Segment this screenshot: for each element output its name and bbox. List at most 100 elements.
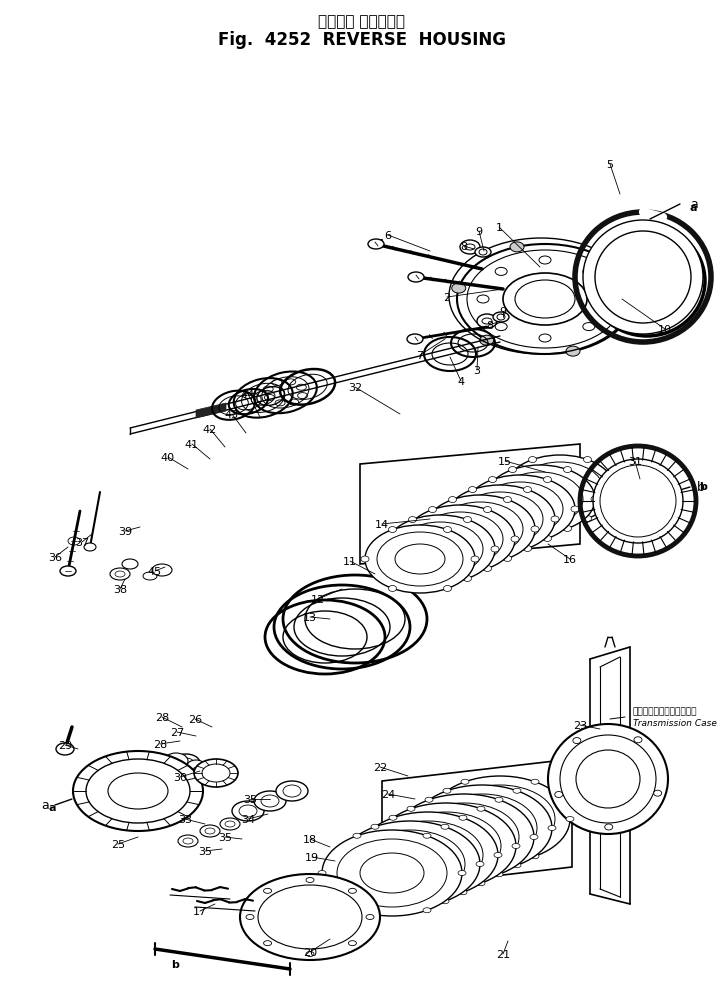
Ellipse shape xyxy=(584,457,592,463)
Ellipse shape xyxy=(477,881,485,886)
Ellipse shape xyxy=(220,818,240,830)
Ellipse shape xyxy=(428,566,436,572)
Text: 30: 30 xyxy=(173,772,187,782)
Ellipse shape xyxy=(318,871,326,876)
Ellipse shape xyxy=(84,544,96,552)
Ellipse shape xyxy=(371,824,379,829)
Ellipse shape xyxy=(634,737,642,743)
Ellipse shape xyxy=(178,835,198,848)
Text: 39: 39 xyxy=(118,527,132,537)
Ellipse shape xyxy=(523,546,531,552)
Text: 26: 26 xyxy=(188,714,202,724)
Ellipse shape xyxy=(306,878,314,883)
Text: b: b xyxy=(171,959,179,969)
Ellipse shape xyxy=(408,825,416,830)
Ellipse shape xyxy=(340,821,480,907)
Ellipse shape xyxy=(584,516,592,522)
Ellipse shape xyxy=(430,776,570,863)
Ellipse shape xyxy=(336,862,344,867)
Text: 8: 8 xyxy=(460,242,468,252)
Ellipse shape xyxy=(412,785,552,872)
Ellipse shape xyxy=(458,871,466,876)
Ellipse shape xyxy=(494,853,502,858)
Ellipse shape xyxy=(264,941,272,946)
Ellipse shape xyxy=(175,776,191,786)
Ellipse shape xyxy=(441,517,449,523)
Ellipse shape xyxy=(276,781,308,801)
Ellipse shape xyxy=(484,508,492,514)
Text: 18: 18 xyxy=(303,834,317,845)
Ellipse shape xyxy=(551,517,559,523)
Text: 10: 10 xyxy=(658,325,672,335)
Text: 19: 19 xyxy=(305,853,319,863)
Ellipse shape xyxy=(495,797,503,802)
Ellipse shape xyxy=(361,557,369,563)
Ellipse shape xyxy=(56,743,74,755)
Ellipse shape xyxy=(508,526,516,532)
Text: 後　　進 ハウジング: 後 進 ハウジング xyxy=(318,14,405,29)
Ellipse shape xyxy=(611,486,619,492)
Ellipse shape xyxy=(465,475,575,544)
Ellipse shape xyxy=(390,834,398,840)
Polygon shape xyxy=(196,403,226,418)
Ellipse shape xyxy=(365,526,475,594)
Ellipse shape xyxy=(366,915,374,920)
Text: 29: 29 xyxy=(58,740,72,750)
Ellipse shape xyxy=(485,465,595,534)
Ellipse shape xyxy=(358,812,498,898)
Ellipse shape xyxy=(475,248,491,258)
Text: 5: 5 xyxy=(607,159,613,170)
Ellipse shape xyxy=(477,315,497,329)
Ellipse shape xyxy=(353,908,361,913)
Text: b: b xyxy=(699,481,707,491)
Ellipse shape xyxy=(513,788,521,793)
Ellipse shape xyxy=(449,556,457,562)
Text: 45: 45 xyxy=(148,567,162,577)
Ellipse shape xyxy=(425,797,433,802)
Ellipse shape xyxy=(372,844,380,849)
Ellipse shape xyxy=(461,779,469,784)
Ellipse shape xyxy=(423,833,431,839)
Ellipse shape xyxy=(531,854,539,859)
Text: a: a xyxy=(41,798,49,811)
Ellipse shape xyxy=(459,815,467,820)
Ellipse shape xyxy=(232,801,264,821)
Text: 8: 8 xyxy=(486,321,494,331)
Ellipse shape xyxy=(407,806,415,811)
Text: 27: 27 xyxy=(170,727,184,737)
Ellipse shape xyxy=(408,517,416,523)
Text: 34: 34 xyxy=(241,814,255,824)
Ellipse shape xyxy=(60,567,76,577)
Ellipse shape xyxy=(306,952,314,957)
Ellipse shape xyxy=(110,569,130,581)
Text: 20: 20 xyxy=(303,947,317,957)
Ellipse shape xyxy=(385,516,495,584)
Ellipse shape xyxy=(405,506,515,574)
Text: 35: 35 xyxy=(218,832,232,843)
Ellipse shape xyxy=(593,459,683,544)
Text: b: b xyxy=(697,481,705,494)
Ellipse shape xyxy=(371,899,379,904)
Ellipse shape xyxy=(122,560,138,570)
Ellipse shape xyxy=(143,573,157,581)
Ellipse shape xyxy=(401,537,409,543)
Text: 1: 1 xyxy=(495,223,502,233)
Ellipse shape xyxy=(463,576,471,582)
Ellipse shape xyxy=(240,875,380,960)
Ellipse shape xyxy=(566,816,574,821)
Ellipse shape xyxy=(503,556,512,562)
Ellipse shape xyxy=(544,536,552,542)
Ellipse shape xyxy=(596,254,610,264)
Ellipse shape xyxy=(480,336,494,346)
Ellipse shape xyxy=(461,507,469,513)
Text: 32: 32 xyxy=(348,382,362,392)
Text: 37: 37 xyxy=(75,538,89,548)
Ellipse shape xyxy=(654,790,662,796)
Text: Transmission Case: Transmission Case xyxy=(633,719,717,728)
Ellipse shape xyxy=(444,586,452,592)
Ellipse shape xyxy=(501,486,509,492)
Ellipse shape xyxy=(152,565,172,577)
Ellipse shape xyxy=(421,527,429,533)
Text: 44: 44 xyxy=(241,389,255,399)
Text: 14: 14 xyxy=(375,520,389,530)
